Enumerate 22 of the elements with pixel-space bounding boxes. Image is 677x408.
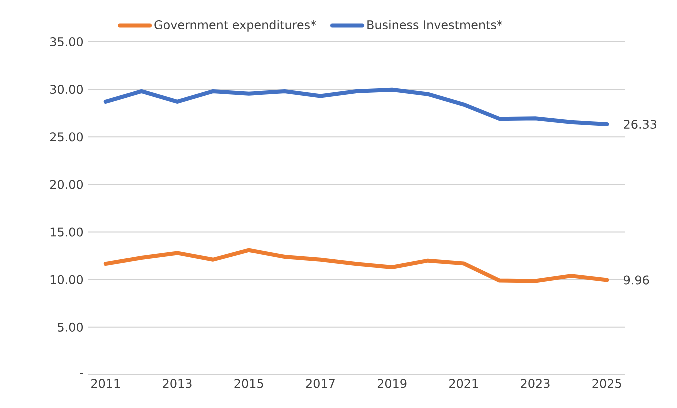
y-tick-label: 15.00	[50, 228, 84, 237]
y-tick-label: 5.00	[58, 322, 84, 332]
y-tick-label: 10.00	[50, 275, 84, 284]
y-tick-label: -	[80, 373, 84, 374]
x-tick-label: 2013	[163, 379, 192, 388]
annotation: 26.33	[624, 120, 657, 130]
x-tick-label: 2011	[92, 379, 120, 388]
x-tick-label: 2023	[521, 379, 550, 388]
y-tick-label: 25.00	[50, 132, 84, 142]
x-tick-label: 2019	[378, 379, 407, 388]
annotation: 9.96	[624, 276, 650, 285]
legend-label: Government expenditures*	[154, 20, 316, 32]
x-tick-label: 2021	[450, 379, 478, 388]
y-tick-label: 35.00	[50, 37, 84, 47]
legend-label: Business Investments*	[368, 20, 503, 30]
x-tick-label: 2025	[592, 379, 622, 388]
y-tick-label: 30.00	[50, 85, 84, 94]
y-tick-label: 20.00	[50, 180, 84, 190]
x-tick-label: 2017	[306, 379, 335, 388]
line-series	[104, 248, 610, 284]
line-series	[104, 88, 610, 126]
x-tick-label: 2015	[234, 379, 264, 388]
